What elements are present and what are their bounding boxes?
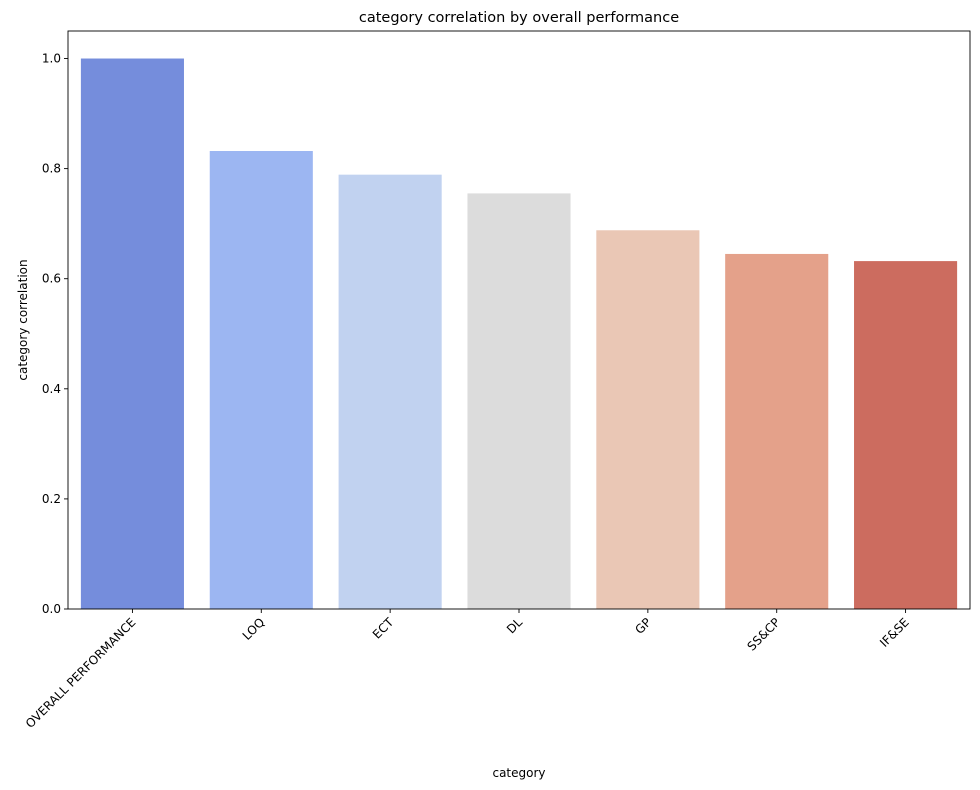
chart-title: category correlation by overall performa… <box>359 10 679 26</box>
x-tick-label: GP <box>632 615 654 637</box>
bar-ifandse <box>854 261 958 609</box>
x-axis: OVERALL PERFORMANCE LOQ ECT DL GP SS&CP IF&SE <box>23 609 912 731</box>
y-tick-label: 0.4 <box>42 382 61 396</box>
x-tick-label: IF&SE <box>877 615 912 650</box>
y-tick-label: 0.8 <box>42 162 61 176</box>
y-tick-label: 0.0 <box>42 602 61 616</box>
bar-loq <box>209 151 313 609</box>
y-tick-label: 1.0 <box>42 52 61 66</box>
y-axis-label: category correlation <box>16 259 30 380</box>
x-tick-label: OVERALL PERFORMANCE <box>23 615 139 731</box>
x-tick-label: SS&CP <box>744 615 782 653</box>
x-tick-label: ECT <box>370 615 397 642</box>
bar-gp <box>596 230 700 609</box>
x-tick-label: DL <box>504 615 525 636</box>
y-axis: 0.0 0.2 0.4 0.6 0.8 1.0 <box>42 52 68 616</box>
y-tick-label: 0.6 <box>42 272 61 286</box>
bar-ect <box>338 174 442 609</box>
y-tick-label: 0.2 <box>42 492 61 506</box>
x-tick-label: LOQ <box>240 615 268 643</box>
plot-frame <box>67 30 971 610</box>
bar-overall-performance <box>80 58 184 610</box>
bars-group <box>80 58 958 610</box>
bar-dl <box>467 193 571 609</box>
x-axis-label: category <box>492 766 545 780</box>
bar-ssandcp <box>725 253 829 609</box>
